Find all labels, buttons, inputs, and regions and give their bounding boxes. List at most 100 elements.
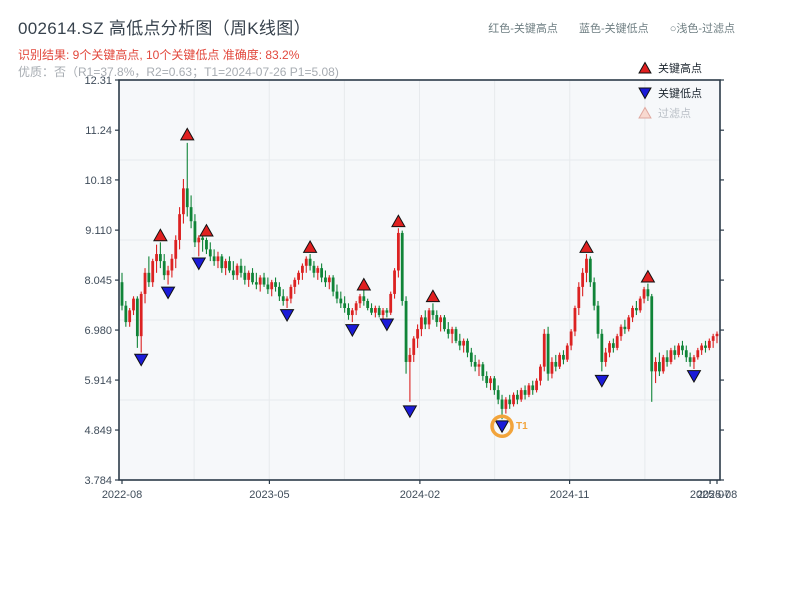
candle-body [458, 340, 462, 346]
candle-body [358, 296, 362, 304]
candle-body [638, 298, 642, 311]
key-high-marker [579, 240, 594, 253]
candle-body [408, 354, 412, 362]
candle-body [166, 270, 170, 276]
candle-body [473, 361, 477, 367]
candle-body [182, 188, 185, 215]
candle-body [343, 303, 347, 309]
candle-body [500, 399, 504, 409]
candle-body [385, 310, 389, 313]
candle-body [308, 258, 312, 266]
candle-body [208, 249, 212, 257]
top-legend-key-low: 蓝色-关键低点 [578, 23, 649, 35]
key-high-marker [179, 127, 195, 141]
candle-body [393, 270, 396, 294]
candle-body [354, 303, 358, 311]
legend-label-3: 过滤点 [658, 107, 691, 120]
candle-body [535, 380, 538, 391]
candle-body [400, 232, 404, 301]
x-tick-label: 2022-08 [102, 489, 142, 501]
candle-body [581, 272, 585, 287]
y-tick-label: 6.980 [84, 325, 112, 337]
key-low-marker [379, 318, 395, 332]
candle-body [669, 350, 673, 362]
candle-body [504, 399, 508, 409]
key-high-marker [302, 240, 318, 253]
candle-body [519, 390, 523, 400]
candle-body [185, 188, 189, 208]
key-low-marker [344, 324, 360, 338]
candle-body [558, 354, 562, 367]
candle-body [423, 317, 427, 325]
candle-body [492, 378, 496, 391]
candle-body [155, 254, 158, 262]
candle-body [381, 310, 385, 316]
candle-body [681, 345, 684, 351]
candle-body [301, 265, 304, 273]
candle-body [274, 282, 277, 287]
candle-body [128, 310, 132, 323]
candle-body [293, 279, 297, 287]
y-tick-label: 12.31 [84, 75, 112, 87]
candle-body [696, 350, 700, 358]
candle-body [619, 326, 623, 337]
candle-body [508, 399, 512, 405]
candle-body [658, 361, 661, 372]
candle-body [412, 338, 416, 355]
candle-body [450, 329, 454, 334]
candle-body [704, 345, 707, 348]
candle-body [327, 277, 331, 283]
candle-body [577, 286, 581, 309]
candle-body [608, 343, 611, 353]
candle-body [404, 300, 408, 362]
candle-body [469, 352, 473, 362]
y-tick-label: 5.914 [84, 375, 112, 387]
candle-body [539, 366, 542, 381]
candle-body [623, 326, 627, 330]
candle-body [297, 272, 300, 280]
key-low-marker [191, 257, 207, 271]
candle-body [711, 336, 715, 341]
candle-body [627, 317, 631, 330]
candle-body [661, 357, 665, 372]
candle-body [389, 293, 393, 313]
candle-body [512, 394, 515, 405]
candle-body [193, 221, 197, 243]
candle-body [481, 364, 485, 377]
candle-body [416, 329, 419, 339]
candle-body [239, 265, 243, 273]
candle-body [312, 265, 316, 273]
candle-body [220, 256, 224, 269]
candle-body [569, 331, 573, 346]
candle-body [266, 284, 270, 290]
candle-body [270, 282, 274, 290]
candle-body [132, 298, 135, 311]
candle-body [523, 390, 527, 395]
x-tick-label: 2024-11 [550, 489, 590, 501]
x-tick-label: 2023-05 [249, 489, 289, 501]
candle-body [212, 256, 216, 262]
candle-body [688, 357, 692, 362]
candle-body [247, 272, 251, 280]
y-tick-label: 3.784 [84, 475, 112, 487]
candle-body [646, 289, 650, 297]
candle-body [135, 298, 139, 337]
candle-body [496, 390, 500, 400]
candle-body [201, 237, 205, 240]
legend-marker-1 [638, 61, 652, 74]
y-tick-label: 4.849 [84, 425, 112, 437]
candle-body [611, 343, 615, 348]
candle-body [477, 364, 481, 367]
recognition-result-line: 识别结果: 9个关键高点, 10个关键低点 准确度: 83.2% [18, 48, 300, 62]
key-high-marker [356, 277, 372, 291]
candle-body [366, 300, 370, 309]
x-tick-label: 2024-02 [400, 489, 440, 501]
candle-body [224, 261, 228, 269]
candle-body [228, 261, 231, 271]
x-tick-label: 2025-08 [697, 489, 737, 501]
candle-body [197, 237, 201, 243]
page-title: 002614.SZ 高低点分析图（周K线图） [18, 19, 311, 38]
candle-body [162, 261, 166, 276]
candle-body [588, 258, 592, 283]
